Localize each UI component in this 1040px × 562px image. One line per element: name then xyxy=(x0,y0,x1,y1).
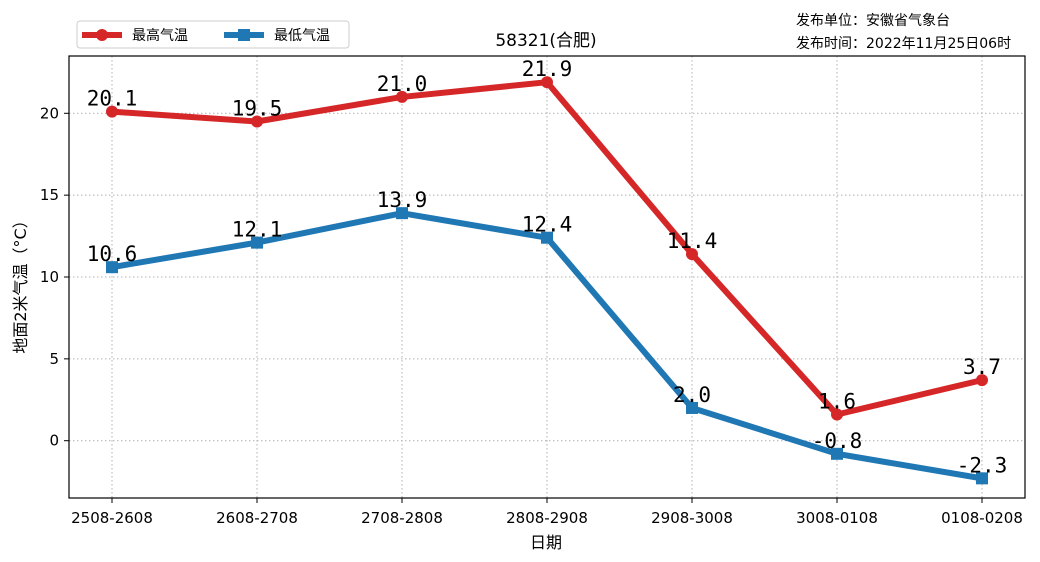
data-point xyxy=(251,236,263,249)
x-axis-label: 日期 xyxy=(530,533,562,552)
data-label: 19.5 xyxy=(232,96,283,120)
data-point xyxy=(541,76,553,89)
x-tick-label: 2908-3008 xyxy=(651,509,733,527)
data-point xyxy=(251,115,263,128)
data-point xyxy=(686,248,698,261)
x-tick-label: 2708-2808 xyxy=(361,509,443,527)
publisher-info: 发布单位：安徽省气象台 xyxy=(796,10,950,30)
data-label: 1.6 xyxy=(818,390,856,414)
data-label: 2.0 xyxy=(673,383,711,407)
data-label: 3.7 xyxy=(963,355,1001,379)
data-label: 12.1 xyxy=(232,218,283,242)
publish-time-label: 发布时间： xyxy=(796,36,866,52)
data-labels: 20.1 19.5 21.0 21.9 11.4 1.6 3.7 10.6 12.1 13.9 12… xyxy=(87,57,1008,477)
x-tick-label: 0108-0208 xyxy=(941,509,1023,527)
y-tick-label: 0 xyxy=(49,432,59,450)
axes: 2508-2608 2608-2708 2708-2808 2808-2908 2908… xyxy=(40,55,1026,527)
data-point xyxy=(976,374,988,387)
publisher-label: 发布单位： xyxy=(796,13,866,29)
legend: 最高气温 最低气温 xyxy=(76,20,350,49)
legend-marker xyxy=(238,29,250,41)
y-tick-label: 5 xyxy=(49,350,59,368)
y-axis-label: 地面2米气温（°C） xyxy=(11,212,30,353)
data-point xyxy=(831,447,843,460)
legend-box xyxy=(76,20,350,49)
data-label: 21.9 xyxy=(522,57,573,81)
x-tick-label: 2508-2608 xyxy=(71,509,153,527)
data-label: 21.0 xyxy=(377,72,428,96)
data-label: 12.4 xyxy=(522,213,573,237)
y-tick-label: 10 xyxy=(40,268,59,286)
chart-title: 58321(合肥) xyxy=(495,31,596,51)
data-point xyxy=(106,261,118,274)
publish-time-info: 发布时间：2022年11月25日06时 xyxy=(796,33,1011,53)
data-label: 20.1 xyxy=(87,87,138,111)
legend-label: 最低气温 xyxy=(274,28,330,44)
publish-time-value: 2022年11月25日06时 xyxy=(866,36,1012,52)
data-label: 10.6 xyxy=(87,242,138,266)
data-point xyxy=(831,408,843,421)
y-tick-label: 15 xyxy=(40,186,59,204)
data-point xyxy=(106,105,118,118)
legend-label: 最高气温 xyxy=(132,27,188,44)
x-tick-label: 3008-0108 xyxy=(796,509,878,527)
series-lines xyxy=(106,76,988,485)
x-tick-label: 2808-2908 xyxy=(506,509,588,527)
data-point xyxy=(396,207,408,220)
legend-marker xyxy=(96,29,108,41)
data-point xyxy=(976,472,988,485)
y-tick-label: 20 xyxy=(40,104,59,122)
x-tick-label: 2608-2708 xyxy=(216,509,298,527)
publisher-value: 安徽省气象台 xyxy=(866,13,950,29)
grid-lines xyxy=(69,56,1025,498)
data-point xyxy=(686,401,698,414)
data-label: -0.8 xyxy=(812,429,863,453)
data-label: 11.4 xyxy=(667,229,718,253)
data-label: 13.9 xyxy=(377,188,428,212)
data-label: -2.3 xyxy=(957,453,1008,477)
data-point xyxy=(541,231,553,244)
data-point xyxy=(396,90,408,103)
